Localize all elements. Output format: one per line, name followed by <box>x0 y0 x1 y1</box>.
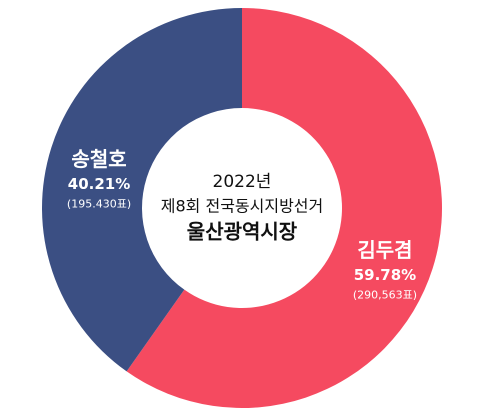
donut-segment <box>126 8 442 409</box>
center-title: 울산광역시장 <box>187 220 298 244</box>
segment-votes: (195.430표) <box>67 198 131 211</box>
center-line: 2022년 <box>213 172 272 192</box>
center-line: 제8회 전국동시지방선거 <box>161 197 323 216</box>
segment-name: 송철호 <box>71 147 126 171</box>
segment-votes: (290,563표) <box>353 288 417 301</box>
donut-segment <box>41 8 242 372</box>
segment-name: 김두겸 <box>357 238 412 262</box>
segment-percent: 59.78% <box>354 266 416 284</box>
segment-percent: 40.21% <box>68 175 130 193</box>
